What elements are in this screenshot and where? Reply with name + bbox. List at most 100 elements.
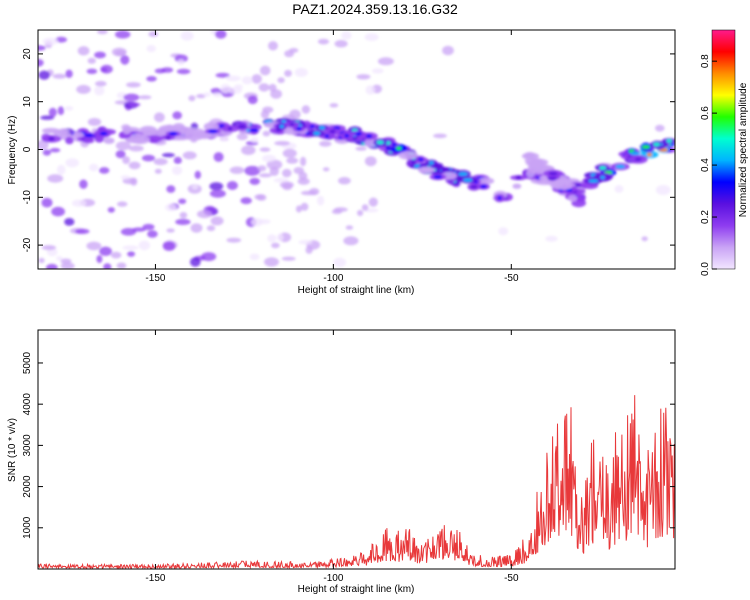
spectrogram-blob [228, 87, 243, 94]
spectrogram-y-label: Frequency (Hz) [7, 116, 18, 185]
ridge-blob [99, 131, 108, 136]
spectrogram-blob [264, 257, 279, 267]
ridge-blob [193, 131, 202, 138]
spectrogram-blob [123, 93, 140, 102]
spectrogram-blob [142, 223, 155, 231]
spectrogram-blob [46, 263, 58, 269]
spectrogram-blob [52, 73, 67, 79]
ridge-blob [237, 125, 247, 129]
spectrogram-blob [210, 87, 222, 95]
spectrogram-blob [641, 236, 648, 242]
spectrogram-blob [545, 235, 558, 242]
spectrogram-blob [267, 234, 277, 243]
ridge-blob [65, 136, 74, 145]
spectrogram-blob [98, 167, 110, 174]
ridge-blob [313, 131, 321, 136]
spectrogram-blob [294, 67, 308, 77]
spectrogram-blob [257, 165, 267, 172]
spectrogram-blob [56, 256, 63, 261]
ridge-blob [599, 166, 607, 170]
spectrogram-blob [47, 174, 64, 183]
colorbar-label: Normalized spectral amplitude [738, 82, 749, 217]
ridge-blob [364, 138, 378, 148]
snr-panel: -150 -100 -50 1000 2000 3000 4000 5000 Height o… [7, 329, 676, 595]
spectrogram-blob [57, 106, 65, 116]
y-tick-label: 0 [22, 146, 33, 152]
ridge-blob [630, 151, 641, 156]
spectrogram-blob [270, 89, 282, 99]
spectrogram-blob [42, 149, 52, 156]
spectrogram-blob [433, 133, 447, 139]
spectrogram-blob [146, 45, 156, 53]
spectrogram-blob [128, 145, 144, 152]
colorbar-tick-label: 0.8 [700, 54, 711, 68]
spectrogram-blob [120, 55, 130, 65]
ridge-blob [168, 131, 178, 136]
spectrogram-blob [365, 85, 376, 95]
branch-blob [548, 171, 558, 176]
ridge-blob [497, 196, 502, 200]
ridge-blob [165, 124, 175, 132]
spectrogram-blob [138, 240, 151, 251]
spectrogram-blob [128, 161, 141, 170]
spectrogram-blob [174, 54, 188, 63]
spectrogram-blob [79, 179, 88, 189]
spectrogram-blob [115, 150, 126, 159]
spectrogram-blob [154, 168, 162, 174]
ridge-blob [666, 139, 672, 143]
spectrogram-blob [355, 146, 367, 151]
spectrogram-blob [194, 170, 201, 179]
spectrogram-blob [286, 157, 299, 164]
spectrogram-blob [210, 216, 224, 226]
spectrogram-blob [282, 168, 292, 178]
spectrogram-blob [655, 185, 671, 195]
spectrogram-blob [127, 102, 141, 107]
spectrogram-blob [162, 241, 176, 252]
ridge-blob [600, 175, 605, 180]
spectrogram-blob [372, 68, 384, 74]
spectrogram-blob [175, 218, 191, 225]
spectrogram-blob [87, 57, 97, 64]
spectrogram-blob [196, 210, 213, 219]
ridge-blob [653, 142, 660, 147]
spectrogram-blob [226, 181, 238, 190]
spectrogram-blob [190, 257, 201, 267]
ridge-blob [279, 124, 284, 129]
colorbar-tick-label: 0.4 [700, 158, 711, 172]
spectrogram-blob [138, 95, 152, 100]
spectrogram-blob [99, 246, 112, 256]
ridge-blob [512, 183, 522, 189]
x-tick-label: -50 [504, 573, 519, 584]
spectrogram-blob [289, 109, 301, 120]
figure-title: PAZ1.2024.359.13.16.G32 [292, 1, 458, 17]
ridge-blob [58, 128, 69, 135]
spectrogram-blob [343, 236, 359, 246]
ridge-blob [615, 164, 626, 169]
spectrogram-blob [180, 31, 194, 41]
spectrogram-blob [64, 218, 75, 226]
spectrogram-blob [614, 185, 624, 193]
spectrogram-blob [86, 68, 98, 75]
spectrogram-blob [655, 124, 665, 132]
spectrogram-blob [178, 198, 187, 204]
spectrogram-blob [94, 51, 106, 59]
colorbar-tick-label: 0.2 [700, 210, 711, 224]
spectrogram-blob [377, 57, 394, 66]
spectrogram-blob [94, 85, 105, 96]
spectrogram-blob [87, 118, 102, 126]
spectrogram-blob [266, 159, 283, 170]
ridge-blob [72, 131, 85, 138]
branch-blob [547, 176, 558, 181]
spectrogram-blob [147, 230, 158, 238]
colorbar: 0.0 0.2 0.4 0.6 0.8 Normalized spectral ampl… [700, 29, 749, 276]
spectrogram-blob [209, 189, 226, 198]
spectrogram-blob [176, 68, 191, 75]
spectrogram-blob [241, 76, 253, 85]
spectrogram-blob [110, 251, 122, 259]
spectrogram-blob [258, 83, 270, 92]
spectrogram-blob [38, 59, 44, 67]
spectrogram-blob [212, 92, 222, 98]
spectrogram-blob [89, 163, 99, 172]
ridge-blob [646, 152, 652, 157]
